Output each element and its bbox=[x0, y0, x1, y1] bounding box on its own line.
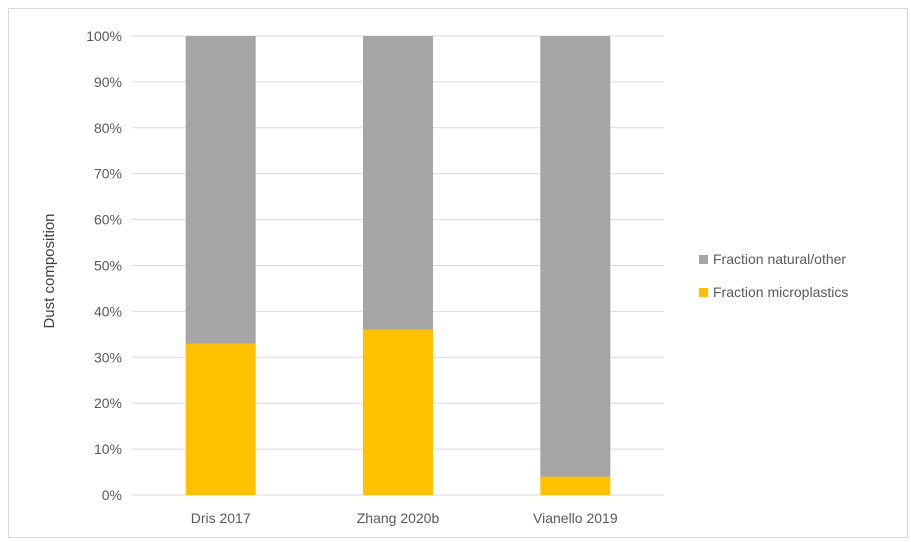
y-tick-label: 70% bbox=[94, 166, 122, 182]
legend-swatch bbox=[699, 288, 708, 297]
y-axis-ticks: 0% 10% 20% 30% 40% 50% 60% 70% 80% 90% 100% bbox=[86, 28, 122, 503]
y-tick-label: 20% bbox=[94, 395, 122, 411]
y-tick-label: 0% bbox=[102, 487, 122, 503]
legend: Fraction natural/other Fraction microplas… bbox=[699, 251, 848, 300]
legend-swatch bbox=[699, 255, 708, 264]
bar-segment bbox=[540, 36, 611, 477]
y-tick-label: 50% bbox=[94, 258, 122, 274]
bar-segment bbox=[185, 36, 256, 344]
x-axis-ticks: Dris 2017 Zhang 2020b Vianello 2019 bbox=[191, 510, 618, 526]
y-tick-label: 10% bbox=[94, 441, 122, 457]
x-tick-label: Zhang 2020b bbox=[357, 510, 440, 526]
stacked-bar-chart: 0% 10% 20% 30% 40% 50% 60% 70% 80% 90% 100% Dris 2… bbox=[41, 28, 848, 526]
y-tick-label: 100% bbox=[86, 28, 122, 44]
y-axis-title: Dust composition bbox=[41, 213, 58, 328]
x-tick-label: Vianello 2019 bbox=[533, 510, 618, 526]
bar-segment bbox=[363, 36, 433, 330]
bar-segment bbox=[185, 343, 256, 495]
y-tick-label: 40% bbox=[94, 303, 122, 319]
bar-segment bbox=[363, 329, 433, 495]
bars bbox=[185, 36, 611, 495]
y-tick-label: 80% bbox=[94, 120, 122, 136]
y-tick-label: 60% bbox=[94, 212, 122, 228]
chart-frame: 0% 10% 20% 30% 40% 50% 60% 70% 80% 90% 100% Dris 2… bbox=[8, 8, 908, 538]
y-tick-label: 30% bbox=[94, 349, 122, 365]
x-tick-label: Dris 2017 bbox=[191, 510, 251, 526]
bar-segment bbox=[540, 476, 611, 495]
legend-label: Fraction natural/other bbox=[713, 251, 846, 267]
y-tick-label: 90% bbox=[94, 74, 122, 90]
legend-label: Fraction microplastics bbox=[713, 284, 848, 300]
